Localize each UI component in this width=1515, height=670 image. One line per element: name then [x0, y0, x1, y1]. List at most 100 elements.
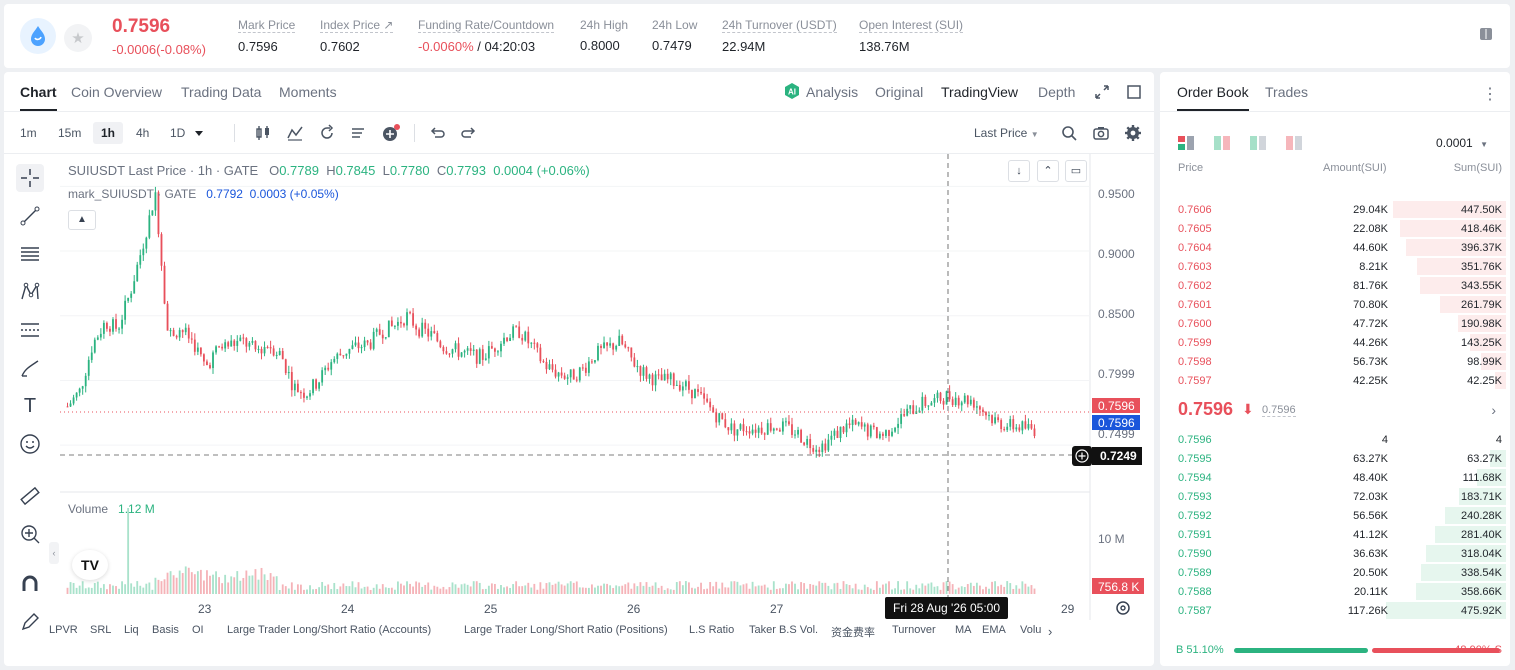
indicator-tab[interactable]: 资金费率 [831, 627, 875, 639]
template-icon[interactable] [350, 124, 368, 142]
ask-row[interactable]: 0.7601 70.80K 261.79K [1160, 295, 1510, 314]
collapse-drawbar-handle[interactable]: ‹ [49, 542, 59, 564]
redo-icon[interactable] [460, 124, 478, 142]
collapse-pane-button[interactable]: ⌃ [1037, 160, 1059, 182]
gear-icon[interactable] [1124, 124, 1142, 142]
indicator-tab[interactable]: MA [955, 624, 972, 636]
zoom-in-icon[interactable] [16, 520, 44, 548]
view-tab-depth[interactable]: Depth [1038, 84, 1076, 100]
layout-both-icon[interactable] [1178, 136, 1194, 150]
stat-label[interactable]: Index Price ↗ [320, 18, 394, 33]
bid-row[interactable]: 0.7593 72.03K 183.71K [1160, 487, 1510, 506]
tab-chart[interactable]: Chart [20, 84, 57, 111]
stat-label[interactable]: 24h Turnover (USDT) [722, 18, 837, 33]
candle-type-icon[interactable] [254, 124, 272, 142]
tradingview-logo[interactable]: TV [72, 550, 108, 580]
crosshair-icon[interactable] [16, 164, 44, 192]
bid-row[interactable]: 0.7592 56.56K 240.28K [1160, 506, 1510, 525]
maximize-pane-button[interactable]: ▭ [1065, 160, 1087, 182]
stat-label[interactable]: Mark Price [238, 18, 296, 33]
indicator-tab[interactable]: Large Trader Long/Short Ratio (Accounts) [227, 624, 432, 636]
view-tab-tradingview[interactable]: TradingView [941, 84, 1019, 100]
camera-icon[interactable] [1092, 124, 1110, 142]
window-icon[interactable] [1126, 84, 1142, 100]
book-icon[interactable] [1478, 26, 1496, 44]
favorite-star-icon[interactable]: ★ [64, 24, 92, 52]
indicator-tab[interactable]: Volu [1020, 624, 1042, 636]
indicators-icon[interactable] [286, 124, 304, 142]
ask-row[interactable]: 0.7606 29.04K 447.50K [1160, 200, 1510, 219]
layout-asks-icon[interactable] [1286, 136, 1302, 150]
bid-row[interactable]: 0.7591 41.12K 281.40K [1160, 525, 1510, 544]
undo-icon[interactable] [428, 124, 446, 142]
ask-row[interactable]: 0.7598 56.73K 98.99K [1160, 352, 1510, 371]
indicator-tab[interactable]: Large Trader Long/Short Ratio (Positions… [464, 624, 668, 636]
bid-row[interactable]: 0.7587 117.26K 475.92K [1160, 601, 1510, 620]
magnet-icon[interactable] [16, 570, 44, 598]
interval-15m[interactable]: 15m [58, 126, 82, 140]
chart-settings-icon[interactable] [1114, 599, 1132, 617]
bid-row[interactable]: 0.7588 20.11K 358.66K [1160, 582, 1510, 601]
pencil-lock-icon[interactable] [16, 608, 44, 636]
text-tool-icon[interactable]: T [23, 394, 37, 417]
ask-row[interactable]: 0.7602 81.76K 343.55K [1160, 276, 1510, 295]
ask-row[interactable]: 0.7600 47.72K 190.98K [1160, 314, 1510, 333]
pattern-icon[interactable] [16, 278, 44, 306]
horizontal-lines-icon[interactable] [16, 240, 44, 268]
indicator-tab[interactable]: OI [192, 624, 204, 636]
interval-4h[interactable]: 4h [136, 126, 150, 140]
ask-row[interactable]: 0.7597 42.25K 42.25K [1160, 371, 1510, 390]
tab-trading-data[interactable]: Trading Data [181, 84, 262, 100]
chevron-right-icon[interactable]: › [1048, 624, 1053, 639]
indicator-tab[interactable]: Liq [124, 624, 139, 636]
replay-icon[interactable] [318, 124, 336, 142]
ask-row[interactable]: 0.7603 8.21K 351.76K [1160, 257, 1510, 276]
view-tab-original[interactable]: Original [875, 84, 924, 100]
bid-row[interactable]: 0.7596 4 4 [1160, 430, 1510, 449]
interval-1d[interactable]: 1D [170, 126, 186, 140]
fib-icon[interactable] [16, 316, 44, 344]
tab-moments[interactable]: Moments [279, 84, 337, 100]
search-icon[interactable] [1060, 124, 1078, 142]
emoji-icon[interactable] [16, 430, 44, 458]
layout-bids-icon[interactable] [1250, 136, 1266, 150]
more-options-icon[interactable]: ⋮ [1482, 86, 1498, 103]
tab-trades[interactable]: Trades [1265, 84, 1309, 100]
interval-1m[interactable]: 1m [20, 126, 37, 140]
tab-coin-overview[interactable]: Coin Overview [71, 84, 163, 100]
ask-row[interactable]: 0.7605 22.08K 418.46K [1160, 219, 1510, 238]
ask-row[interactable]: 0.7604 44.60K 396.37K [1160, 238, 1510, 257]
interval-dropdown-icon[interactable] [194, 128, 204, 138]
interval-1h[interactable]: 1h [93, 122, 124, 144]
bid-row[interactable]: 0.7590 36.63K 318.04K [1160, 544, 1510, 563]
bid-row[interactable]: 0.7589 20.50K 338.54K [1160, 563, 1510, 582]
mid-mark-price[interactable]: 0.7596 [1262, 404, 1296, 417]
add-order-plus-icon[interactable] [1072, 446, 1092, 466]
stat-label[interactable]: Open Interest (SUI) [859, 18, 964, 33]
ruler-icon[interactable] [16, 482, 44, 510]
bid-row[interactable]: 0.7594 48.40K 111.68K [1160, 468, 1510, 487]
indicator-tab[interactable]: EMA [982, 624, 1006, 636]
indicator-tab[interactable]: SRL [90, 624, 112, 636]
add-indicator-icon[interactable] [382, 124, 400, 142]
tab-order-book[interactable]: Order Book [1177, 84, 1249, 111]
price-chart[interactable]: 0.9500 0.9000 0.8500 0.7999 0.7499 10 M … [60, 154, 1150, 620]
indicator-tab[interactable]: Basis [152, 624, 179, 636]
bid-row[interactable]: 0.7595 63.27K 63.27K [1160, 449, 1510, 468]
stat-label[interactable]: Funding Rate/Countdown [418, 18, 555, 33]
precision-select[interactable]: 0.0001 ▼ [1436, 136, 1488, 150]
indicator-tab[interactable]: LPVR [49, 624, 78, 636]
indicator-tab[interactable]: L.S Ratio [689, 624, 735, 636]
layout-split-icon[interactable] [1214, 136, 1230, 150]
brush-icon[interactable] [16, 354, 44, 382]
view-tab-analysis[interactable]: Analysis [806, 84, 859, 100]
collapse-legend-button[interactable]: ▲ [68, 210, 96, 230]
price-source-select[interactable]: Last Price ▼ [974, 126, 1039, 140]
expand-icon[interactable] [1094, 84, 1110, 100]
scroll-down-button[interactable]: ↓ [1008, 160, 1030, 182]
ask-row[interactable]: 0.7599 44.26K 143.25K [1160, 333, 1510, 352]
indicator-tab[interactable]: Taker B.S Vol. [749, 624, 819, 636]
trend-line-icon[interactable] [16, 202, 44, 230]
chevron-right-icon[interactable]: › [1491, 402, 1496, 418]
indicator-tab[interactable]: Turnover [892, 624, 936, 636]
